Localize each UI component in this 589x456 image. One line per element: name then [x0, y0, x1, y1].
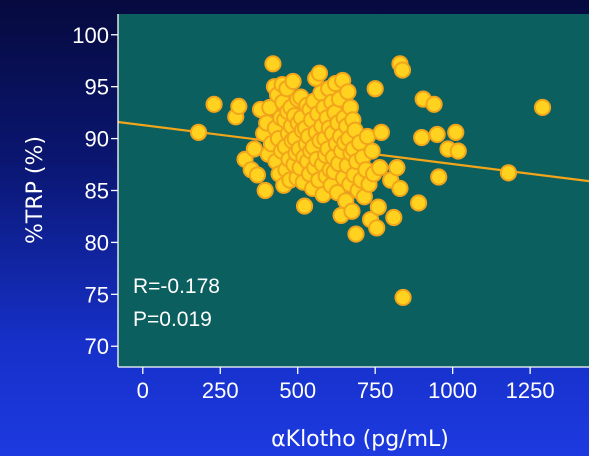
y-axis: 100 95 90 85 80 75 70 — [72, 14, 119, 367]
data-point — [372, 123, 390, 141]
data-point — [533, 98, 552, 117]
data-point — [189, 123, 208, 141]
data-point — [391, 179, 409, 198]
data-point — [284, 72, 302, 91]
data-point — [256, 181, 274, 200]
y-tick-label: 70 — [85, 334, 109, 359]
data-point — [388, 159, 406, 177]
data-point — [447, 123, 465, 141]
data-point — [368, 219, 386, 237]
data-point — [248, 166, 267, 184]
data-point — [425, 95, 443, 113]
data-point — [295, 197, 314, 215]
y-tick-label: 95 — [85, 75, 109, 100]
data-point — [363, 142, 381, 160]
y-tick-label: 100 — [72, 23, 109, 48]
y-tick-label: 80 — [85, 230, 109, 255]
y-tick-label: 75 — [85, 282, 109, 307]
data-point — [385, 208, 403, 227]
x-tick-label: 1000 — [428, 378, 477, 403]
x-tick-label: 750 — [357, 378, 394, 403]
y-tick-label: 85 — [85, 179, 109, 204]
data-point — [343, 202, 361, 220]
y-tick-label: 90 — [85, 127, 109, 152]
data-point — [264, 55, 282, 73]
data-point — [310, 64, 329, 82]
data-point — [366, 80, 384, 98]
data-point — [499, 164, 518, 182]
data-point — [430, 168, 448, 186]
annotation-r: R=-0.178 — [133, 275, 220, 298]
data-point — [428, 125, 446, 144]
data-point — [205, 95, 223, 113]
x-tick-label: 0 — [137, 378, 149, 403]
data-point — [394, 288, 412, 307]
data-point — [409, 194, 428, 212]
data-point — [369, 198, 387, 216]
data-point — [393, 61, 412, 79]
data-point — [245, 140, 263, 158]
x-axis-label: αKlotho (pg/mL) — [271, 427, 449, 452]
data-point — [347, 225, 365, 243]
data-point — [230, 97, 248, 116]
data-points-group — [189, 55, 552, 307]
data-point — [358, 127, 377, 146]
x-tick-label: 250 — [202, 378, 239, 403]
x-tick-label: 500 — [279, 378, 316, 403]
data-point — [371, 159, 389, 177]
data-point — [449, 142, 467, 160]
annotation-p: P=0.019 — [133, 308, 212, 331]
y-axis-label: %TRP (%) — [23, 136, 48, 244]
x-tick-label: 1250 — [506, 378, 555, 403]
x-axis: 0 250 500 750 1000 1250 — [118, 366, 589, 403]
data-point — [339, 83, 357, 101]
data-point — [413, 128, 431, 147]
